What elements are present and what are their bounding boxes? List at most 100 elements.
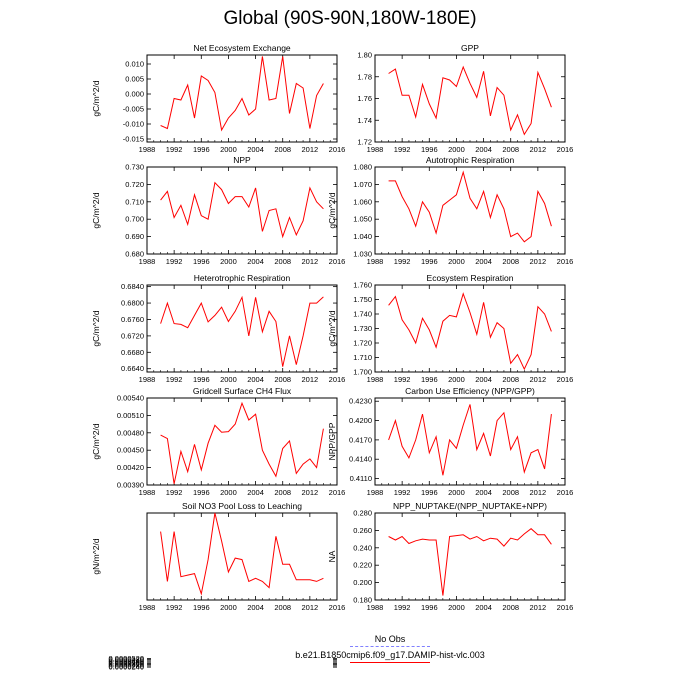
y-tick-label: 1.070 — [353, 180, 372, 189]
y-tick-label: 0.220 — [353, 561, 372, 570]
y-tick-label: 1.050 — [353, 215, 372, 224]
series-line — [160, 512, 324, 596]
x-tick-label: 2000 — [448, 488, 465, 497]
y-tick-label: 1.74 — [357, 116, 372, 125]
y-tick-label: 1.740 — [353, 310, 372, 319]
series-line — [388, 170, 552, 243]
y-tick-label: 0.0000400 — [109, 658, 144, 667]
panel-title: Carbon Use Efficiency (NPP/GPP) — [405, 386, 535, 396]
y-tick-label: 1.060 — [353, 197, 372, 206]
y-tick-label: 1.080 — [353, 163, 372, 172]
y-tick-label: 0.00450 — [117, 446, 144, 455]
y-axis-label: gC/m^2/d — [327, 192, 337, 228]
x-tick-label: 2012 — [302, 603, 319, 612]
panel-1: Net Ecosystem Exchange gC/m^2/d 1988 1992 19… — [91, 43, 345, 154]
y-tick-label: 0.680 — [125, 250, 144, 259]
panel-9: Soil NO3 Pool Loss to Leaching gN/m^2/d 19… — [91, 501, 345, 672]
y-tick-label: 1.700 — [353, 368, 372, 377]
y-tick-label: 0.6800 — [121, 299, 144, 308]
x-tick-label: 1996 — [421, 603, 438, 612]
panel-frame — [374, 397, 566, 486]
x-tick-label: 2012 — [530, 257, 547, 266]
x-tick-label: 2008 — [502, 375, 519, 384]
x-tick-label: 2000 — [220, 257, 237, 266]
y-tick-label: 0.4140 — [349, 455, 372, 464]
x-tick-label: 1992 — [394, 145, 411, 154]
y-tick-label: 1.030 — [353, 250, 372, 259]
x-tick-label: 1996 — [421, 145, 438, 154]
x-tick-label: 1996 — [193, 488, 210, 497]
x-tick-label: 1988 — [139, 145, 156, 154]
series-line — [388, 65, 552, 136]
x-tick-label: 1992 — [394, 375, 411, 384]
x-tick-label: 2000 — [448, 603, 465, 612]
x-tick-label: 2000 — [448, 145, 465, 154]
panel-title: Gridcell Surface CH4 Flux — [193, 386, 292, 396]
x-tick-label: 1988 — [139, 488, 156, 497]
x-tick-label: 2004 — [475, 257, 492, 266]
x-tick-label: 2008 — [274, 145, 291, 154]
panel-title: GPP — [461, 43, 479, 53]
y-tick-label: 0.6680 — [121, 348, 144, 357]
series-line — [160, 295, 324, 367]
x-tick-label: 1988 — [367, 375, 384, 384]
series-line — [388, 528, 552, 596]
y-tick-label: -0.015 — [123, 135, 144, 144]
x-tick-label: 2008 — [274, 603, 291, 612]
panel-2: GPP 1988 1992 1996 2000 2004 2008 2012 2016 1.72 1… — [357, 43, 573, 154]
x-tick-label: 1992 — [166, 257, 183, 266]
x-tick-label: 2016 — [329, 375, 346, 384]
page-title: Global (90S-90N,180W-180E) — [223, 8, 477, 29]
y-axis-label: gN/m^2/d — [91, 538, 101, 574]
x-tick-label: 2012 — [302, 375, 319, 384]
x-tick-label: 1996 — [421, 257, 438, 266]
x-tick-label: 2012 — [530, 603, 547, 612]
y-axis-label: gC/m^2/d — [91, 423, 101, 459]
x-tick-label: 2008 — [274, 488, 291, 497]
panel-3: NPP gC/m^2/d 1988 1992 1996 2000 2004 2008 2012 2… — [91, 155, 345, 266]
x-tick-label: 1988 — [139, 375, 156, 384]
x-tick-label: 1996 — [421, 375, 438, 384]
x-tick-label: 2004 — [475, 603, 492, 612]
panel-frame — [146, 397, 338, 486]
y-tick-label: 1.80 — [357, 51, 372, 60]
x-tick-label: 1988 — [139, 603, 156, 612]
panel-4: Autotrophic Respiration gC/m^2/d 1988 1992 1… — [327, 155, 573, 266]
panel-5: Heterotrophic Respiration gC/m^2/d 1988 199… — [91, 273, 345, 384]
y-tick-label: 0.0000480 — [109, 655, 144, 664]
panel-title: Heterotrophic Respiration — [194, 273, 291, 283]
y-axis-label: NPP/GPP — [327, 422, 337, 460]
x-tick-label: 2004 — [247, 603, 264, 612]
y-axis-label: gC/m^2/d — [91, 310, 101, 346]
x-tick-label: 2000 — [448, 257, 465, 266]
y-axis-label: gC/m^2/d — [327, 310, 337, 346]
x-tick-label: 2004 — [247, 145, 264, 154]
x-tick-label: 1992 — [394, 257, 411, 266]
x-tick-label: 1988 — [367, 145, 384, 154]
y-tick-label: 0.0000240 — [109, 663, 144, 672]
y-tick-label: 0.240 — [353, 543, 372, 552]
y-tick-label: 1.72 — [357, 138, 372, 147]
x-tick-label: 2016 — [329, 603, 346, 612]
x-tick-label: 2008 — [274, 257, 291, 266]
panel-title: Autotrophic Respiration — [426, 155, 515, 165]
x-tick-label: 2000 — [220, 145, 237, 154]
x-tick-label: 2016 — [557, 603, 574, 612]
y-tick-label: 0.700 — [125, 215, 144, 224]
panel-title: Ecosystem Respiration — [427, 273, 514, 283]
y-tick-label: 0.6760 — [121, 315, 144, 324]
series-line — [388, 404, 552, 476]
x-tick-label: 2000 — [220, 375, 237, 384]
y-tick-label: 0.0000280 — [109, 661, 144, 670]
x-tick-label: 2004 — [475, 145, 492, 154]
y-tick-label: 0.730 — [125, 163, 144, 172]
y-axis-label: gC/m^2/d — [91, 80, 101, 116]
x-tick-label: 1988 — [367, 488, 384, 497]
legend-label-case: b.e21.B1850cmip6.f09_g17.DAMIP-hist-vlc.… — [295, 650, 485, 660]
x-tick-label: 1992 — [166, 603, 183, 612]
panel-10: NPP_NUPTAKE/(NPP_NUPTAKE+NPP) NA 1988 1992 1… — [327, 501, 573, 612]
x-tick-label: 1992 — [166, 488, 183, 497]
x-tick-label: 2016 — [557, 257, 574, 266]
y-tick-label: 0.690 — [125, 232, 144, 241]
y-tick-label: 1.720 — [353, 339, 372, 348]
